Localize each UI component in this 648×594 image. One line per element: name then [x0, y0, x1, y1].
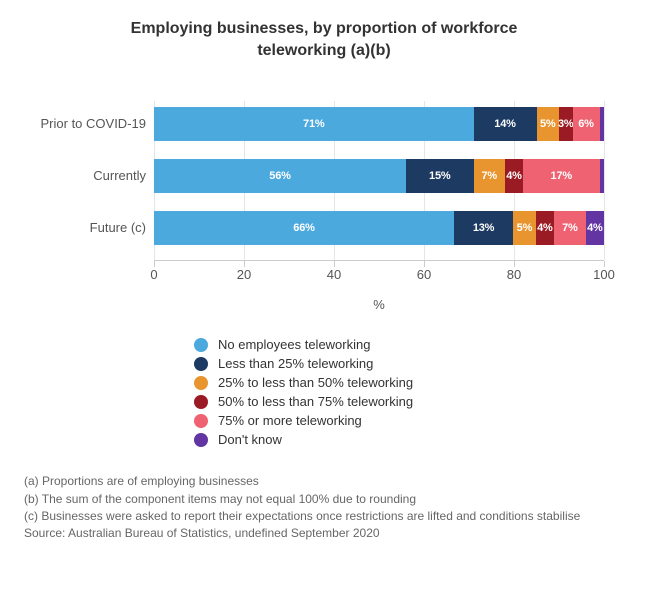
legend-item: Less than 25% teleworking — [194, 356, 624, 371]
legend-item: Don't know — [194, 432, 624, 447]
bar-row: Currently56%15%7%4%17% — [154, 159, 604, 193]
x-tick-label: 80 — [507, 267, 521, 282]
bar-segment: 4% — [586, 211, 604, 245]
bar-segment: 13% — [454, 211, 513, 245]
footnote-source: Source: Australian Bureau of Statistics,… — [24, 525, 624, 542]
x-tick-label: 60 — [417, 267, 431, 282]
legend-label: No employees teleworking — [218, 337, 370, 352]
footnote-b: (b) The sum of the component items may n… — [24, 491, 624, 508]
legend-label: 75% or more teleworking — [218, 413, 362, 428]
bar-segment: 3% — [559, 107, 573, 141]
bar-segment: 4% — [505, 159, 523, 193]
x-tick-label: 20 — [237, 267, 251, 282]
plot-region: Prior to COVID-1971%14%5%3%6% Currently56… — [154, 101, 604, 261]
bar-segment: 5% — [513, 211, 536, 245]
bar-row: Prior to COVID-1971%14%5%3%6% — [154, 107, 604, 141]
chart-title: Employing businesses, by proportion of w… — [24, 18, 624, 61]
x-tick-label: 100 — [593, 267, 615, 282]
x-axis-title: % — [154, 297, 604, 312]
x-axis: 020406080100 — [154, 261, 604, 291]
footnote-c: (c) Businesses were asked to report thei… — [24, 508, 624, 525]
bar-segment: 14% — [474, 107, 537, 141]
bar-segment: 6% — [573, 107, 600, 141]
title-line-2: teleworking (a)(b) — [257, 42, 390, 59]
bar-segment — [600, 159, 605, 193]
grid-line — [604, 101, 605, 260]
chart-area: Prior to COVID-1971%14%5%3%6% Currently56… — [154, 101, 604, 291]
bar-segment: 66% — [154, 211, 454, 245]
legend-label: Don't know — [218, 432, 282, 447]
legend-label: Less than 25% teleworking — [218, 356, 373, 371]
legend-swatch — [194, 433, 208, 447]
bar-segment: 4% — [536, 211, 554, 245]
bar-segment: 71% — [154, 107, 474, 141]
footnote-a: (a) Proportions are of employing busines… — [24, 473, 624, 490]
x-tick-label: 40 — [327, 267, 341, 282]
x-tick-label: 0 — [150, 267, 157, 282]
category-label: Future (c) — [28, 211, 154, 245]
bar-segment: 7% — [474, 159, 506, 193]
legend-swatch — [194, 357, 208, 371]
bar-segment: 5% — [537, 107, 560, 141]
title-line-1: Employing businesses, by proportion of w… — [131, 20, 518, 37]
legend-swatch — [194, 376, 208, 390]
legend-item: No employees teleworking — [194, 337, 624, 352]
legend-label: 50% to less than 75% teleworking — [218, 394, 413, 409]
legend-swatch — [194, 395, 208, 409]
bar-segment: 56% — [154, 159, 406, 193]
legend-swatch — [194, 338, 208, 352]
legend-swatch — [194, 414, 208, 428]
legend-item: 25% to less than 50% teleworking — [194, 375, 624, 390]
legend-item: 50% to less than 75% teleworking — [194, 394, 624, 409]
bar-segment: 7% — [554, 211, 586, 245]
footnotes: (a) Proportions are of employing busines… — [24, 473, 624, 543]
legend-label: 25% to less than 50% teleworking — [218, 375, 413, 390]
bar-segment: 17% — [523, 159, 600, 193]
legend: No employees teleworking Less than 25% te… — [194, 337, 624, 447]
chart-container: Employing businesses, by proportion of w… — [0, 0, 648, 563]
legend-item: 75% or more teleworking — [194, 413, 624, 428]
bar-segment: 15% — [406, 159, 474, 193]
bar-segment — [600, 107, 605, 141]
category-label: Currently — [28, 159, 154, 193]
category-label: Prior to COVID-19 — [28, 107, 154, 141]
bar-row: Future (c)66%13%5%4%7%4% — [154, 211, 604, 245]
